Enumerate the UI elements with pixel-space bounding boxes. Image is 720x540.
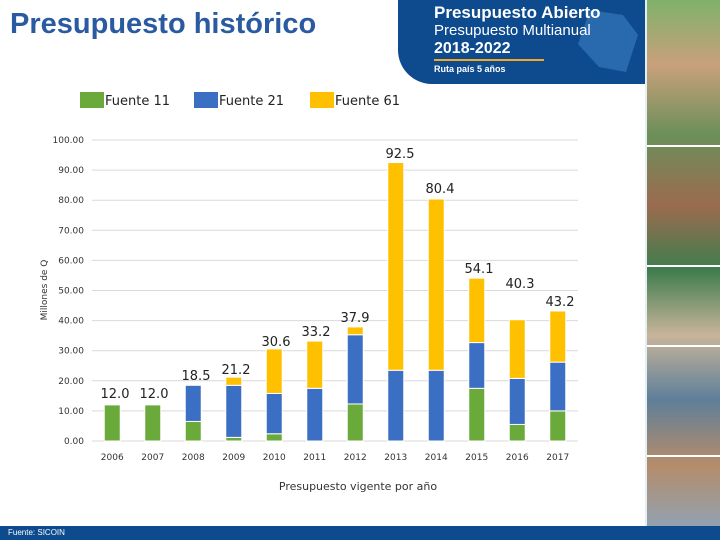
bar-segment [508,423,526,442]
total-data-label: 37.9 [341,311,370,326]
legend-swatch [310,92,334,108]
y-tick-label: 30.00 [58,347,84,357]
x-tick-label: 2011 [303,453,326,463]
x-tick-label: 2015 [465,453,488,463]
total-data-label: 30.6 [262,335,291,350]
total-data-label: 33.2 [302,325,331,340]
x-tick-label: 2008 [182,453,205,463]
x-tick-label: 2010 [263,453,286,463]
bar-segment [265,392,283,435]
y-tick-label: 100.00 [53,136,85,146]
bar-segment [103,404,121,442]
bar-segment [225,384,243,438]
banner-line-4: Ruta país 5 años [434,64,506,74]
bar-segment [346,326,364,336]
y-axis-label: Millones de Q [40,260,50,321]
footer-bar [0,526,720,540]
total-data-label: 40.3 [506,277,535,292]
legend-label: Fuente 61 [335,94,400,109]
legend-swatch [80,92,104,108]
bar-segment [508,377,526,425]
bar-segment [144,404,162,442]
banner-divider [434,59,544,61]
bar-segment [184,384,202,422]
bar-segment [387,369,405,442]
photo-strip [645,0,720,540]
legend-label: Fuente 11 [105,94,170,109]
bar-segment [549,310,567,363]
bar-segment [265,433,283,442]
legend-swatch [194,92,218,108]
y-tick-label: 0.00 [64,437,84,447]
total-data-label: 18.5 [182,369,211,384]
total-data-label: 21.2 [222,363,251,378]
bar-segment [387,162,405,371]
bar-segment [549,410,567,442]
x-tick-label: 2016 [506,453,529,463]
y-tick-label: 80.00 [58,196,84,206]
photo-divider [647,455,720,457]
y-tick-label: 40.00 [58,317,84,327]
photo-divider [647,345,720,347]
banner-line-1: Presupuesto Abierto [434,3,601,22]
bar-segment [468,342,486,389]
bar-segment [508,319,526,379]
x-tick-label: 2009 [222,453,245,463]
page-title: Presupuesto histórico [10,8,317,40]
bar-segment [225,436,243,442]
bar-segment [468,277,486,344]
bar-segment [346,403,364,442]
bar-segment [427,369,445,442]
total-data-label: 92.5 [386,147,415,162]
total-data-label: 54.1 [465,262,494,277]
banner-line-2: Presupuesto Multianual [434,22,591,39]
bar-segment [225,376,243,386]
bar-segment [427,198,445,371]
total-data-label: 43.2 [546,295,575,310]
x-tick-label: 2007 [141,453,164,463]
legend-label: Fuente 21 [219,94,284,109]
bar-segment [346,334,364,405]
y-tick-label: 10.00 [58,407,84,417]
bar-segment [306,340,324,389]
bar-segment [265,348,283,394]
x-tick-label: 2012 [344,453,367,463]
y-tick-label: 50.00 [58,287,84,297]
photo-divider [647,265,720,267]
y-tick-label: 90.00 [58,166,84,176]
total-data-label: 80.4 [426,182,455,197]
x-tick-label: 2014 [425,453,448,463]
bar-segment [184,420,202,442]
x-tick-label: 2006 [101,453,124,463]
photo-divider [647,145,720,147]
banner-line-3: 2018-2022 [434,40,511,57]
presupuesto-abierto-banner: Presupuesto Abierto Presupuesto Multianu… [398,0,680,84]
x-tick-label: 2017 [546,453,569,463]
total-data-label: 12.0 [140,387,169,402]
bar-segment [468,387,486,442]
total-data-label: 12.0 [101,387,130,402]
x-axis-label: Presupuesto vigente por año [279,480,437,493]
bar-segment [306,387,324,442]
bar-segment [549,361,567,412]
source-note: Fuente: SICOIN [8,528,65,537]
y-tick-label: 70.00 [58,226,84,236]
y-tick-label: 60.00 [58,256,84,266]
y-tick-label: 20.00 [58,377,84,387]
x-tick-label: 2013 [384,453,407,463]
